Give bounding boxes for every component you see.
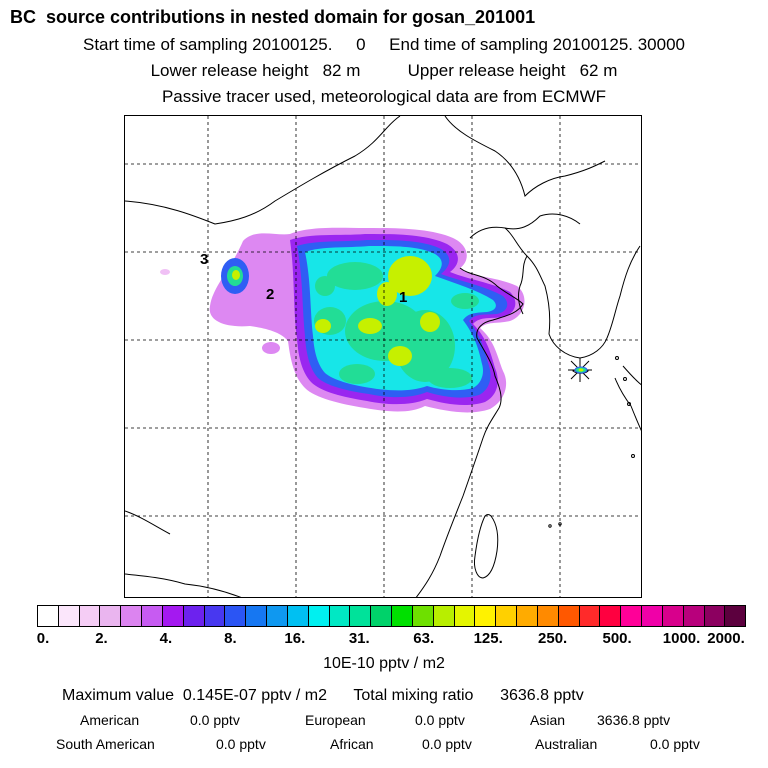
map-panel: 3 2 1 bbox=[124, 115, 642, 598]
color-scale-tick-label: 4. bbox=[159, 630, 173, 647]
taiwan bbox=[474, 514, 499, 579]
summary-south-american-label: South American bbox=[56, 736, 155, 752]
island bbox=[627, 402, 631, 406]
color-scale-segment bbox=[683, 606, 705, 626]
color-scale-segment bbox=[642, 606, 663, 626]
korea-peninsula bbox=[504, 227, 641, 359]
japan-coast bbox=[622, 365, 641, 386]
north-korea-border bbox=[469, 213, 581, 239]
color-scale-segment bbox=[79, 606, 101, 626]
color-scale-tick-label: 2. bbox=[95, 630, 108, 647]
color-scale-segment bbox=[475, 606, 497, 626]
color-scale-segment bbox=[621, 606, 643, 626]
summary-european-label: European bbox=[305, 712, 366, 728]
color-scale-segment bbox=[725, 606, 746, 626]
color-scale-segment bbox=[704, 606, 726, 626]
color-scale-segment bbox=[162, 606, 184, 626]
southwest-border bbox=[125, 510, 171, 535]
color-scale-segment bbox=[225, 606, 247, 626]
color-scale-segment bbox=[38, 606, 59, 626]
color-scale-segment bbox=[142, 606, 163, 626]
summary-african-label: African bbox=[330, 736, 374, 752]
plume-contour-peak bbox=[315, 256, 440, 366]
summary-australian-label: Australian bbox=[535, 736, 598, 752]
region-label-1: 1 bbox=[399, 289, 407, 306]
color-scale-segment bbox=[371, 606, 393, 626]
color-scale-segment bbox=[100, 606, 122, 626]
graticule bbox=[125, 116, 641, 597]
northeast-border bbox=[444, 116, 606, 197]
kyushu bbox=[614, 377, 641, 432]
summary-asian-value: 3636.8 pptv bbox=[597, 712, 671, 728]
color-scale-segment bbox=[558, 606, 580, 626]
korea-west-coast bbox=[518, 255, 528, 315]
color-scale-segment bbox=[246, 606, 268, 626]
color-scale-segment bbox=[412, 606, 434, 626]
color-scale-tick-label: 250. bbox=[538, 630, 568, 647]
tracer-info-line: Passive tracer used, meteorological data… bbox=[161, 87, 607, 106]
summary-asian-label: Asian bbox=[530, 712, 566, 728]
island bbox=[548, 524, 552, 528]
color-scale-bar bbox=[37, 605, 746, 627]
color-scale-segment bbox=[537, 606, 559, 626]
color-scale-tick-label: 125. bbox=[473, 630, 503, 647]
color-scale-segment bbox=[454, 606, 476, 626]
color-scale-segment bbox=[517, 606, 538, 626]
color-scale-segment bbox=[204, 606, 226, 626]
color-scale-segment bbox=[308, 606, 330, 626]
island bbox=[623, 377, 627, 381]
plume-speck bbox=[160, 269, 170, 275]
summary-american-label: American bbox=[80, 712, 140, 728]
island bbox=[631, 454, 635, 458]
color-scale-tick-label: 16. bbox=[284, 630, 306, 647]
color-scale-tick-label: 0. bbox=[36, 630, 50, 647]
color-scale-tick-label: 31. bbox=[348, 630, 370, 647]
concentration-plume bbox=[160, 227, 525, 413]
island bbox=[615, 356, 619, 360]
color-scale-tick-label: 2000. bbox=[707, 630, 745, 647]
color-scale-segment bbox=[287, 606, 309, 626]
color-scale-segment bbox=[121, 606, 143, 626]
southern-land bbox=[125, 573, 242, 597]
units-label: 10E-10 pptv / m2 bbox=[323, 655, 445, 672]
color-scale-segment bbox=[600, 606, 622, 626]
maximum-value-line: Maximum value 0.145E-07 pptv / m2 Total … bbox=[62, 687, 584, 704]
plume-blob-region-3-center bbox=[232, 270, 240, 280]
region-label-3: 3 bbox=[200, 251, 208, 268]
region-label-2: 2 bbox=[266, 286, 274, 303]
summary-european-value: 0.0 pptv bbox=[415, 712, 465, 728]
coastlines bbox=[125, 116, 641, 597]
color-scale-segment bbox=[496, 606, 518, 626]
color-scale-tick-label: 1000. bbox=[662, 630, 701, 647]
east-china-coast bbox=[415, 337, 502, 597]
northern-border bbox=[125, 116, 401, 225]
color-scale-tick-label: 63. bbox=[413, 630, 435, 647]
summary-south-american-value: 0.0 pptv bbox=[216, 736, 266, 752]
plume-speck bbox=[262, 342, 280, 354]
map-canvas: 3 2 1 bbox=[125, 116, 641, 597]
color-scale-segment bbox=[433, 606, 455, 626]
bohai-coast bbox=[459, 267, 524, 339]
color-scale-tick-label: 500. bbox=[602, 630, 632, 647]
color-scale-segment bbox=[579, 606, 601, 626]
color-scale-tick-label: 8. bbox=[224, 630, 237, 647]
release-height-line: Lower release height 82 m Upper release … bbox=[150, 61, 618, 80]
summary-african-value: 0.0 pptv bbox=[422, 736, 472, 752]
color-scale-segment bbox=[662, 606, 684, 626]
receptor-star-icon bbox=[568, 358, 592, 382]
color-scale-segment bbox=[267, 606, 288, 626]
sampling-time-line: Start time of sampling 20100125. 0 End t… bbox=[83, 35, 685, 54]
figure-title: BC source contributions in nested domain… bbox=[10, 7, 536, 27]
color-scale-segment bbox=[350, 606, 372, 626]
color-scale-segment bbox=[183, 606, 205, 626]
summary-american-value: 0.0 pptv bbox=[190, 712, 240, 728]
color-scale-ticks: 0. 2. 4. 8. 16. 31. 63. 125. 250. 500. 1000. 2000. bbox=[0, 630, 768, 648]
summary-australian-value: 0.0 pptv bbox=[650, 736, 700, 752]
color-scale-segment bbox=[329, 606, 351, 626]
color-scale-segment bbox=[58, 606, 80, 626]
color-scale-segment bbox=[392, 606, 413, 626]
